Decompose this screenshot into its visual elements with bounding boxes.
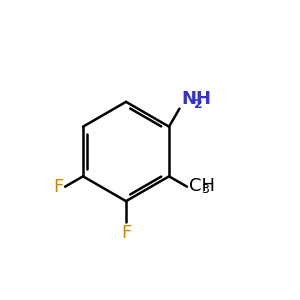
Text: CH: CH — [189, 177, 215, 195]
Text: 3: 3 — [201, 184, 209, 196]
Text: 2: 2 — [194, 98, 203, 110]
Text: F: F — [121, 224, 131, 242]
Text: F: F — [53, 178, 63, 196]
Text: NH: NH — [181, 89, 211, 107]
